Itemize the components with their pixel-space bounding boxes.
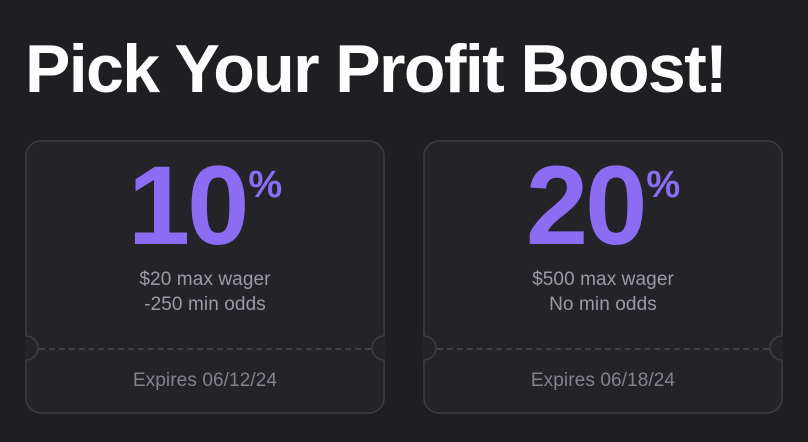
min-odds-text: -250 min odds	[144, 294, 266, 316]
boost-card-footer: Expires 06/12/24	[25, 348, 385, 414]
boost-amount: 20 %	[525, 143, 681, 268]
ticket-perforation-divider	[437, 348, 769, 350]
boost-amount-unit: %	[248, 164, 283, 206]
boost-card-2[interactable]: 20 % $500 max wager No min odds Expires …	[423, 140, 783, 414]
boost-terms: $20 max wager -250 min odds	[139, 267, 270, 317]
min-odds-text: No min odds	[549, 294, 657, 316]
boost-amount-value: 10	[127, 143, 250, 268]
boost-card-body: 10 % $20 max wager -250 min odds	[25, 140, 385, 348]
boost-card-1[interactable]: 10 % $20 max wager -250 min odds Expires…	[25, 140, 385, 414]
boost-card-body: 20 % $500 max wager No min odds	[423, 140, 783, 348]
expiry-text: Expires 06/12/24	[132, 370, 278, 391]
expiry-text: Expires 06/18/24	[530, 370, 676, 391]
page-title: Pick Your Profit Boost!	[25, 31, 728, 107]
ticket-perforation-divider	[39, 348, 371, 350]
boost-amount: 10 %	[127, 143, 283, 268]
boost-card-list: 10 % $20 max wager -250 min odds Expires…	[25, 140, 783, 414]
boost-amount-unit: %	[646, 164, 681, 206]
max-wager-text: $500 max wager	[532, 269, 674, 291]
boost-card-footer: Expires 06/18/24	[423, 348, 783, 414]
boost-terms: $500 max wager No min odds	[532, 267, 674, 317]
max-wager-text: $20 max wager	[139, 269, 271, 291]
boost-amount-value: 20	[525, 143, 648, 268]
